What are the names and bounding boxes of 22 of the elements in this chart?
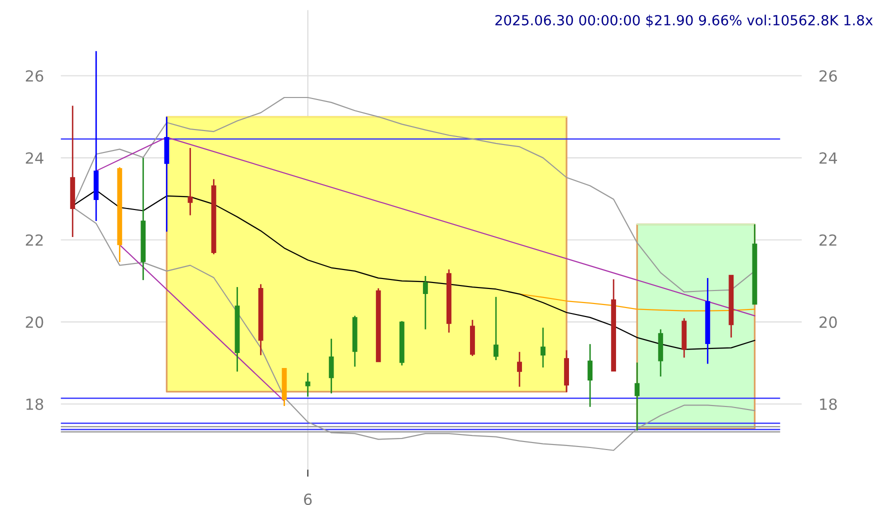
y2-tick-label: 18 bbox=[820, 398, 837, 410]
y2-tick-label: 22 bbox=[820, 234, 836, 246]
x-tick-label: 6 bbox=[304, 494, 312, 505]
y-tick-label: 22 bbox=[26, 234, 43, 246]
candlestick bbox=[634, 362, 640, 432]
candlestick bbox=[328, 338, 334, 394]
y-tick-label: 20 bbox=[26, 316, 44, 328]
y2-tick-label: 20 bbox=[820, 316, 837, 328]
y2-tick-label: 26 bbox=[820, 70, 837, 82]
candlestick bbox=[422, 275, 428, 330]
y2-tick-label: 24 bbox=[820, 152, 837, 164]
chart-title: 2025.06.30 00:00:00 $21.90 9.66% vol:10562.8K 1.8x bbox=[495, 14, 873, 28]
y-tick-label: 26 bbox=[26, 70, 44, 82]
candlestick bbox=[517, 351, 522, 388]
y-tick-label: 24 bbox=[26, 152, 44, 164]
line-series bbox=[518, 293, 756, 312]
candlestick bbox=[588, 343, 593, 408]
candlestick bbox=[540, 326, 546, 368]
y-tick-label: 18 bbox=[26, 398, 44, 410]
candlestick bbox=[305, 372, 310, 398]
candlestick bbox=[494, 296, 498, 361]
candlestick bbox=[188, 147, 193, 216]
